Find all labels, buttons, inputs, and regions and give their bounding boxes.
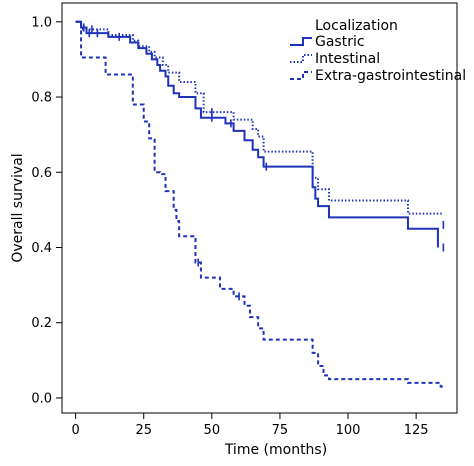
series-layer [75, 20, 445, 388]
x-axis-title: Time (months) [224, 442, 327, 458]
chart-legend: Localization Gastric Intestinal Extra-ga… [290, 18, 466, 84]
x-tick-label: 75 [272, 423, 289, 438]
legend-label-gastric: Gastric [315, 34, 365, 50]
legend-swatch-extra-gastrointestinal [290, 71, 312, 80]
legend-label-intestinal: Intestinal [315, 51, 380, 67]
plot-frame [61, 2, 458, 414]
y-axis-title: Overall survival [10, 153, 26, 262]
legend-swatch-gastric [290, 37, 312, 46]
series-extra-gastrointestinal [75, 20, 444, 388]
y-tick-label: 0.6 [31, 166, 52, 181]
legend-item-extra-gastrointestinal: Extra-gastrointestinal [290, 68, 466, 84]
x-tick-label: 125 [404, 423, 429, 438]
legend-swatch-intestinal [290, 54, 312, 63]
y-tick-label: 0.2 [31, 316, 52, 331]
legend-item-intestinal: Intestinal [290, 51, 380, 67]
y-tick-label: 0.0 [31, 391, 52, 406]
legend-title: Localization [315, 18, 398, 34]
y-axis: 0.0 0.2 0.4 0.6 0.8 1.0 [31, 15, 62, 406]
x-tick-label: 50 [204, 423, 221, 438]
series-line-intestinal [75, 20, 444, 215]
x-tick-label: 100 [336, 423, 361, 438]
legend-item-gastric: Gastric [290, 34, 365, 50]
y-tick-label: 0.4 [31, 241, 52, 256]
x-tick-label: 0 [71, 423, 79, 438]
y-tick-label: 0.8 [31, 91, 52, 106]
x-tick-label: 25 [135, 423, 152, 438]
y-tick-label: 1.0 [31, 15, 52, 30]
series-intestinal [75, 20, 445, 229]
legend-label-extra-gastrointestinal: Extra-gastrointestinal [315, 68, 466, 84]
series-line-gastric [75, 20, 439, 248]
x-axis: 0 25 50 75 100 125 [71, 413, 429, 438]
series-gastric [75, 20, 445, 252]
series-line-extra-gastrointestinal [75, 20, 444, 388]
